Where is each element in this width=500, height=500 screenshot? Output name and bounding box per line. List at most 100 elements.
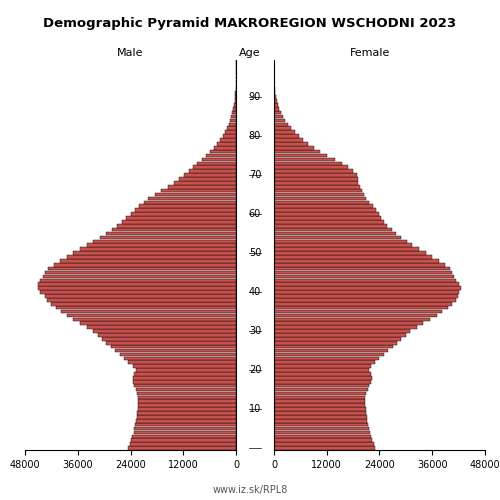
Text: Female: Female bbox=[350, 48, 390, 58]
Bar bbox=[274, 349, 388, 352]
Bar bbox=[274, 240, 407, 243]
Bar bbox=[134, 430, 236, 434]
Bar bbox=[120, 352, 236, 356]
Bar bbox=[274, 411, 366, 414]
Bar bbox=[80, 248, 236, 251]
Bar bbox=[198, 162, 236, 165]
Bar bbox=[274, 290, 458, 294]
Bar bbox=[214, 146, 236, 150]
Bar bbox=[274, 193, 364, 196]
Bar bbox=[134, 384, 236, 388]
Bar bbox=[48, 267, 236, 270]
Bar bbox=[274, 200, 370, 204]
Bar bbox=[274, 146, 314, 150]
Bar bbox=[38, 282, 236, 286]
Bar bbox=[274, 415, 366, 418]
Text: 20: 20 bbox=[249, 365, 261, 375]
Bar bbox=[274, 352, 384, 356]
Bar bbox=[274, 380, 370, 384]
Bar bbox=[274, 330, 410, 333]
Bar bbox=[274, 446, 375, 450]
Bar bbox=[274, 267, 450, 270]
Bar bbox=[274, 274, 454, 278]
Bar bbox=[274, 158, 334, 161]
Bar bbox=[227, 126, 236, 130]
Bar bbox=[274, 115, 283, 118]
Bar bbox=[274, 372, 370, 376]
Bar bbox=[115, 349, 236, 352]
Bar bbox=[102, 337, 236, 340]
Text: 40: 40 bbox=[249, 287, 261, 297]
Bar bbox=[100, 236, 236, 239]
Bar bbox=[274, 388, 368, 392]
Bar bbox=[274, 142, 308, 146]
Bar bbox=[274, 430, 370, 434]
Bar bbox=[274, 236, 402, 239]
Bar bbox=[128, 360, 236, 364]
Bar bbox=[274, 333, 406, 336]
Bar bbox=[274, 314, 436, 317]
Bar bbox=[274, 134, 298, 138]
Bar bbox=[124, 356, 236, 360]
Bar bbox=[132, 380, 236, 384]
Bar bbox=[274, 356, 380, 360]
Bar bbox=[52, 302, 236, 306]
Bar bbox=[122, 220, 236, 224]
Bar bbox=[274, 118, 285, 122]
Text: 80: 80 bbox=[249, 131, 261, 141]
Bar bbox=[210, 150, 236, 154]
Bar bbox=[223, 134, 236, 138]
Bar bbox=[274, 138, 303, 141]
Text: 90: 90 bbox=[249, 92, 261, 102]
Bar bbox=[274, 376, 372, 380]
Bar bbox=[274, 228, 392, 232]
Bar bbox=[56, 306, 236, 310]
Bar bbox=[148, 196, 236, 200]
Bar bbox=[45, 271, 236, 274]
Text: 30: 30 bbox=[249, 326, 261, 336]
Bar bbox=[188, 170, 236, 173]
Bar bbox=[274, 322, 424, 325]
Bar bbox=[216, 142, 236, 146]
Bar bbox=[229, 122, 236, 126]
Bar bbox=[106, 232, 236, 235]
Bar bbox=[140, 204, 236, 208]
Bar bbox=[274, 162, 342, 165]
Bar bbox=[274, 189, 362, 192]
Bar bbox=[138, 400, 236, 403]
Bar bbox=[274, 196, 366, 200]
Bar bbox=[74, 252, 236, 255]
Bar bbox=[274, 99, 277, 102]
Bar bbox=[274, 122, 288, 126]
Bar bbox=[112, 228, 236, 232]
Bar bbox=[130, 212, 236, 216]
Bar bbox=[274, 384, 370, 388]
Bar bbox=[274, 326, 417, 329]
Bar bbox=[274, 360, 375, 364]
Bar bbox=[274, 174, 356, 177]
Bar bbox=[174, 181, 236, 184]
Text: Age: Age bbox=[239, 48, 261, 58]
Bar bbox=[220, 138, 236, 141]
Bar bbox=[274, 337, 402, 340]
Bar bbox=[274, 306, 448, 310]
Bar bbox=[274, 126, 291, 130]
Bar bbox=[274, 107, 280, 110]
Bar bbox=[144, 200, 236, 204]
Text: Demographic Pyramid MAKROREGION WSCHODNI 2023: Demographic Pyramid MAKROREGION WSCHODNI… bbox=[44, 18, 457, 30]
Bar bbox=[274, 216, 381, 220]
Bar bbox=[274, 130, 294, 134]
Text: 70: 70 bbox=[249, 170, 261, 180]
Bar bbox=[230, 118, 236, 122]
Bar bbox=[234, 107, 236, 110]
Bar bbox=[274, 396, 366, 399]
Bar bbox=[274, 181, 358, 184]
Bar bbox=[274, 92, 275, 95]
Bar bbox=[274, 310, 442, 314]
Bar bbox=[274, 392, 366, 395]
Bar bbox=[274, 294, 458, 298]
Bar bbox=[134, 372, 236, 376]
Bar bbox=[130, 442, 236, 446]
Bar bbox=[38, 286, 236, 290]
Bar bbox=[274, 103, 278, 106]
